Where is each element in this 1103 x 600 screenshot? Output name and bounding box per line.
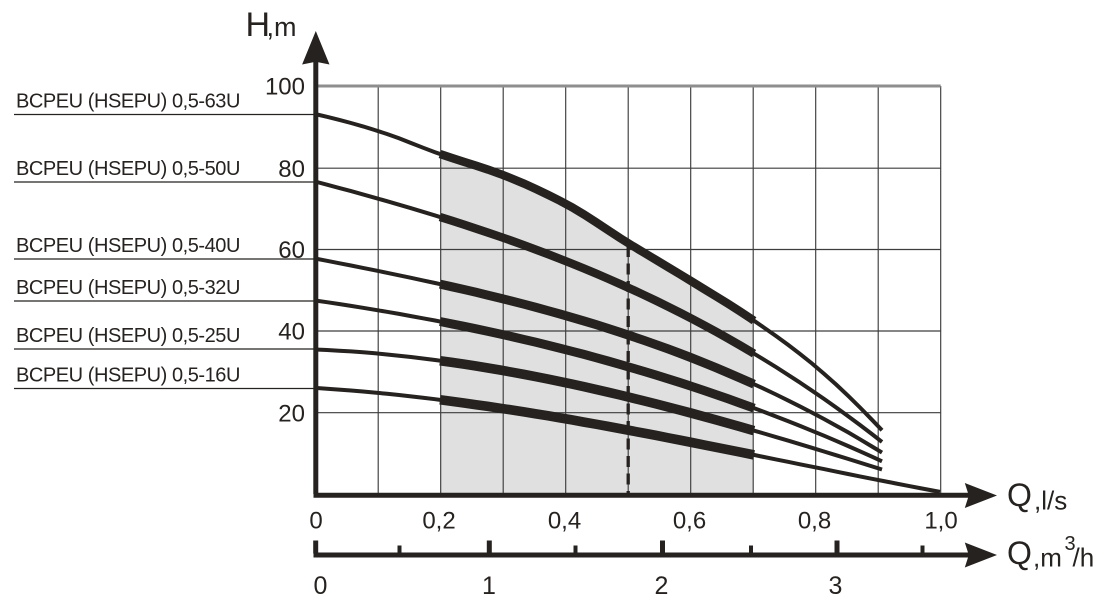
- svg-text:BCPEU (HSEPU) 0,5-50U: BCPEU (HSEPU) 0,5-50U: [16, 158, 240, 180]
- svg-text:40: 40: [278, 319, 305, 346]
- svg-text:1: 1: [482, 572, 496, 600]
- svg-text:0,4: 0,4: [548, 508, 581, 535]
- svg-text:H: H: [246, 6, 271, 44]
- svg-text:60: 60: [278, 237, 305, 264]
- svg-text:0,6: 0,6: [673, 508, 706, 535]
- svg-text:3: 3: [1065, 533, 1076, 555]
- svg-text:20: 20: [278, 400, 305, 427]
- svg-text:BCPEU (HSEPU) 0,5-16U: BCPEU (HSEPU) 0,5-16U: [16, 365, 240, 387]
- svg-text:BCPEU (HSEPU) 0,5-63U: BCPEU (HSEPU) 0,5-63U: [16, 91, 240, 113]
- svg-text:100: 100: [265, 74, 305, 101]
- svg-text:0,8: 0,8: [798, 508, 831, 535]
- svg-text:3: 3: [829, 572, 843, 600]
- svg-text:BCPEU (HSEPU) 0,5-25U: BCPEU (HSEPU) 0,5-25U: [16, 325, 240, 347]
- svg-text:/h: /h: [1073, 543, 1095, 573]
- svg-text:1,0: 1,0: [924, 508, 957, 535]
- svg-text:,l/s: ,l/s: [1034, 486, 1067, 516]
- svg-text:,m: ,m: [267, 12, 297, 42]
- svg-text:80: 80: [278, 156, 305, 183]
- svg-text:BCPEU (HSEPU) 0,5-32U: BCPEU (HSEPU) 0,5-32U: [16, 277, 240, 299]
- svg-text:0: 0: [309, 508, 322, 535]
- svg-text:0,2: 0,2: [422, 508, 455, 535]
- svg-text:2: 2: [655, 572, 669, 600]
- svg-text:Q: Q: [1007, 477, 1032, 513]
- svg-text:,m: ,m: [1033, 543, 1062, 573]
- svg-text:BCPEU (HSEPU) 0,5-40U: BCPEU (HSEPU) 0,5-40U: [16, 235, 240, 257]
- svg-text:Q: Q: [1007, 535, 1032, 571]
- svg-text:0: 0: [314, 572, 328, 600]
